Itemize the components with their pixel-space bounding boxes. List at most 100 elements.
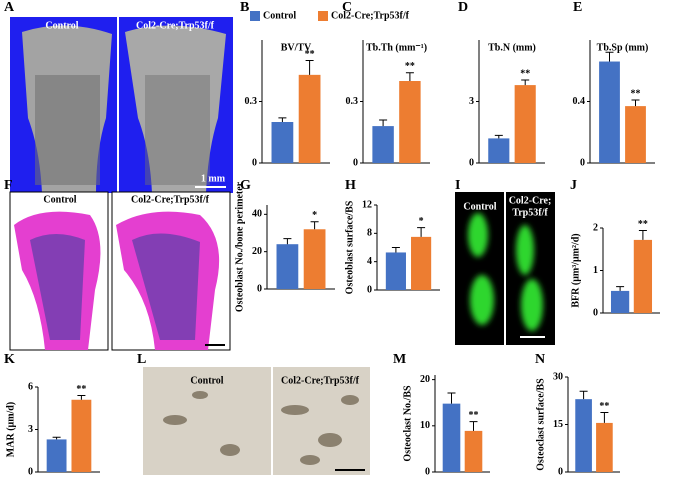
y-tick-label: 0 bbox=[469, 157, 474, 168]
y-tick-label: 2 bbox=[593, 222, 598, 233]
panel-letter: B bbox=[240, 0, 249, 15]
bar bbox=[71, 399, 92, 472]
panel-letter: G bbox=[240, 178, 251, 193]
error-bar bbox=[405, 72, 414, 81]
y-tick-label: 0 bbox=[367, 284, 372, 295]
y-tick-label: 15 bbox=[553, 419, 563, 430]
error-bar bbox=[616, 286, 625, 291]
chart-title: Tb.N (mm) bbox=[488, 42, 536, 53]
error-bar bbox=[447, 392, 456, 404]
y-axis-label: Osteoclast No./BS bbox=[402, 385, 413, 462]
y-tick-label: 40 bbox=[252, 209, 262, 220]
y-tick-label: 0 bbox=[28, 466, 33, 477]
y-tick-label: 0 bbox=[252, 157, 257, 168]
y-tick-label: 20 bbox=[420, 374, 430, 385]
error-bar bbox=[305, 60, 314, 75]
error-bar bbox=[600, 411, 609, 423]
panel-letter: F bbox=[4, 178, 13, 193]
y-tick-label: 4 bbox=[367, 256, 372, 267]
y-tick-label: 1 bbox=[593, 265, 598, 276]
chart-title: Tb.Th (mm⁻¹) bbox=[366, 42, 427, 53]
bar bbox=[442, 403, 461, 472]
error-bar bbox=[77, 395, 86, 400]
chart-title: BV/TV bbox=[281, 42, 312, 53]
image-label: Control bbox=[45, 20, 78, 31]
y-tick-label: 0.3 bbox=[346, 96, 359, 107]
y-tick-label: 3 bbox=[469, 96, 474, 107]
significance-mark: ** bbox=[469, 410, 479, 421]
image-label: Trp53f/f bbox=[512, 207, 548, 218]
legend-label: Col2-Cre;Trp53f/f bbox=[331, 10, 410, 21]
significance-mark: ** bbox=[520, 68, 530, 79]
error-bar bbox=[521, 79, 530, 86]
y-axis-label: MAR (μm/d) bbox=[5, 402, 16, 457]
bar bbox=[464, 430, 483, 472]
significance-mark: ** bbox=[305, 49, 315, 60]
image-label: Control bbox=[190, 375, 223, 386]
panel-letter: C bbox=[342, 0, 352, 15]
panel-letter: N bbox=[535, 352, 545, 367]
panel-letter: A bbox=[4, 0, 15, 15]
y-axis-label: BFR (μm³/μm²/d) bbox=[570, 233, 581, 307]
error-bar bbox=[52, 436, 61, 440]
fluorescence-image bbox=[455, 192, 555, 345]
y-tick-label: 0.4 bbox=[573, 96, 586, 107]
y-tick-label: 6 bbox=[28, 381, 33, 392]
y-tick-label: 0 bbox=[593, 307, 598, 318]
y-tick-label: 0 bbox=[353, 157, 358, 168]
bar bbox=[276, 244, 299, 289]
error-bar bbox=[638, 230, 647, 240]
panel-letter: M bbox=[393, 352, 406, 367]
panel-letter: E bbox=[573, 0, 582, 15]
error-bar bbox=[469, 421, 478, 431]
bar bbox=[372, 126, 394, 163]
chart-title: Tb.Sp (mm) bbox=[597, 42, 649, 53]
y-axis-label: Osteoblast No./bone perimeter bbox=[234, 181, 245, 312]
panel-letter: D bbox=[458, 0, 468, 15]
significance-mark: * bbox=[312, 210, 317, 221]
image-label: Col2-Cre;Trp53f/f bbox=[136, 20, 215, 31]
histology-image bbox=[9, 191, 231, 351]
error-bar bbox=[283, 238, 292, 245]
error-bar bbox=[631, 99, 640, 107]
legend-label: Control bbox=[263, 10, 296, 21]
panel-letter: H bbox=[345, 178, 356, 193]
legend-swatch bbox=[318, 11, 328, 21]
image-label: Control bbox=[43, 194, 76, 205]
significance-mark: ** bbox=[638, 219, 648, 230]
bar bbox=[411, 236, 432, 290]
bar bbox=[271, 122, 294, 163]
bar bbox=[575, 399, 592, 472]
bar bbox=[625, 106, 646, 163]
significance-mark: ** bbox=[631, 88, 641, 99]
image-label: Col2-Cre;Trp53f/f bbox=[281, 375, 360, 386]
error-bar bbox=[494, 134, 503, 139]
error-bar bbox=[605, 51, 614, 62]
y-axis-label: Osteoblast surface/BS bbox=[344, 200, 355, 294]
bar bbox=[298, 74, 321, 163]
y-tick-label: 0 bbox=[580, 157, 585, 168]
bar bbox=[385, 252, 406, 290]
error-bar bbox=[310, 221, 319, 230]
significance-mark: ** bbox=[76, 384, 86, 395]
significance-mark: ** bbox=[599, 401, 609, 412]
bar bbox=[633, 239, 653, 313]
y-tick-label: 3 bbox=[28, 424, 33, 435]
bar bbox=[596, 422, 613, 472]
scale-bar-label: 1 mm bbox=[201, 173, 226, 184]
bar bbox=[46, 439, 67, 472]
bar bbox=[599, 61, 620, 163]
y-tick-label: 0 bbox=[425, 466, 430, 477]
image-label: Col2-Cre; bbox=[509, 195, 552, 206]
y-tick-label: 0.3 bbox=[245, 96, 258, 107]
image-label: Control bbox=[463, 201, 496, 212]
y-tick-label: 0 bbox=[558, 466, 563, 477]
y-tick-label: 0 bbox=[257, 283, 262, 294]
y-axis-label: Osteoclast surface/BS bbox=[535, 378, 546, 471]
legend-swatch bbox=[250, 11, 260, 21]
bar bbox=[399, 81, 421, 163]
bar bbox=[488, 138, 510, 163]
y-tick-label: 30 bbox=[553, 371, 563, 382]
significance-mark: * bbox=[419, 216, 424, 227]
